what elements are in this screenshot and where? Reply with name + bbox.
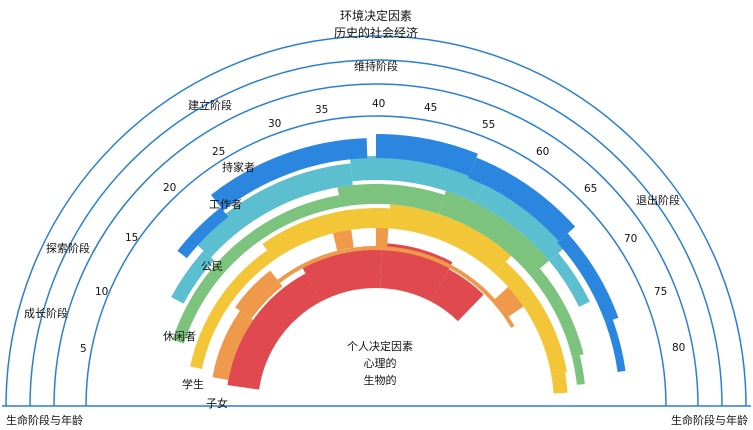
age-label: 25 bbox=[212, 146, 225, 158]
role-band-segment bbox=[551, 372, 568, 394]
role-band-segment bbox=[177, 207, 229, 259]
role-band-segment bbox=[332, 227, 354, 251]
role-band bbox=[172, 184, 585, 385]
stage-label-establishment: 建立阶段 bbox=[188, 98, 232, 112]
role-band-segment bbox=[468, 157, 576, 242]
role-bands bbox=[171, 134, 626, 394]
age-label: 5 bbox=[80, 343, 87, 355]
role-band-segment bbox=[376, 134, 478, 177]
title-line-2: 历史的社会经济 bbox=[334, 25, 418, 40]
role-band-segment bbox=[301, 248, 382, 302]
stage-arc bbox=[29, 59, 723, 407]
age-label: 65 bbox=[584, 183, 597, 195]
age-label: 75 bbox=[654, 286, 667, 298]
age-label: 15 bbox=[125, 232, 138, 244]
role-band-segment bbox=[235, 270, 283, 319]
age-label: 80 bbox=[672, 342, 685, 354]
role-band-segment bbox=[549, 253, 590, 307]
age-label: 55 bbox=[482, 119, 495, 131]
role-band-segment bbox=[571, 355, 585, 385]
role-labels: 子女 学生 休闲者 公民 工作者 持家者 bbox=[163, 160, 255, 410]
role-band-segment bbox=[475, 184, 565, 261]
role-band-segment bbox=[557, 233, 619, 323]
role-band bbox=[177, 134, 626, 373]
role-band-segment bbox=[388, 204, 512, 274]
baseline-label-left: 生命阶段与年龄 bbox=[6, 413, 83, 427]
center-line-2: 心理的 bbox=[364, 356, 397, 370]
stage-label-exploration: 探索阶段 bbox=[46, 241, 90, 255]
stage-arc bbox=[5, 35, 747, 407]
role-band-segment bbox=[495, 261, 568, 376]
role-band-segment bbox=[431, 269, 484, 322]
age-label: 45 bbox=[424, 102, 437, 114]
title-block: 环境决定因素 历史的社会经济 bbox=[334, 8, 418, 40]
role-band-segment bbox=[172, 195, 341, 344]
role-band-segment bbox=[605, 319, 626, 373]
center-text: 个人决定因素 心理的 生物的 bbox=[347, 339, 413, 387]
role-label-homemaker: 持家者 bbox=[222, 160, 255, 174]
role-band-segment bbox=[530, 268, 584, 358]
age-label: 40 bbox=[372, 98, 385, 110]
stage-labels: 成长阶段 探索阶段 建立阶段 维持阶段 退出阶段 bbox=[24, 59, 680, 320]
role-band bbox=[190, 204, 568, 394]
role-band-segment bbox=[171, 250, 214, 304]
age-label: 70 bbox=[624, 233, 637, 245]
role-band-segment bbox=[262, 208, 390, 261]
stage-arc bbox=[53, 83, 699, 407]
center-line-3: 生物的 bbox=[364, 373, 397, 387]
age-label: 35 bbox=[315, 104, 328, 116]
role-label-student: 学生 bbox=[182, 377, 204, 391]
center-line-1: 个人决定因素 bbox=[347, 339, 413, 353]
role-band-segment bbox=[190, 250, 274, 369]
role-band bbox=[227, 243, 484, 390]
baseline-labels: 生命阶段与年龄 生命阶段与年龄 bbox=[6, 413, 748, 427]
role-label-worker: 工作者 bbox=[209, 198, 242, 211]
stage-label-decline: 退出阶段 bbox=[636, 193, 680, 207]
role-band bbox=[171, 156, 590, 307]
age-labels: 5 10 15 20 25 30 35 40 45 55 60 65 70 75… bbox=[80, 98, 685, 355]
role-band-segment bbox=[337, 184, 445, 214]
stage-boundary-arcs bbox=[5, 35, 747, 407]
age-label: 20 bbox=[163, 182, 176, 194]
age-label: 10 bbox=[95, 286, 108, 298]
role-band-segment bbox=[227, 273, 321, 390]
stage-arc bbox=[85, 115, 667, 407]
role-band-segment bbox=[212, 310, 254, 380]
age-label: 30 bbox=[268, 118, 281, 130]
role-band-segment bbox=[211, 138, 368, 211]
role-label-leisurite: 休闲者 bbox=[163, 329, 196, 343]
role-band-segment bbox=[194, 163, 353, 258]
role-band-segment bbox=[494, 286, 524, 317]
role-label-child: 子女 bbox=[206, 396, 228, 410]
stage-label-growth: 成长阶段 bbox=[24, 306, 68, 320]
age-label: 60 bbox=[536, 146, 549, 158]
stage-label-maintenance: 维持阶段 bbox=[354, 59, 398, 73]
baseline-label-right: 生命阶段与年龄 bbox=[671, 413, 748, 427]
role-label-citizen: 公民 bbox=[201, 260, 223, 273]
role-band-segment bbox=[438, 191, 550, 277]
role-band-segment bbox=[349, 156, 486, 203]
title-line-1: 环境决定因素 bbox=[340, 8, 412, 23]
